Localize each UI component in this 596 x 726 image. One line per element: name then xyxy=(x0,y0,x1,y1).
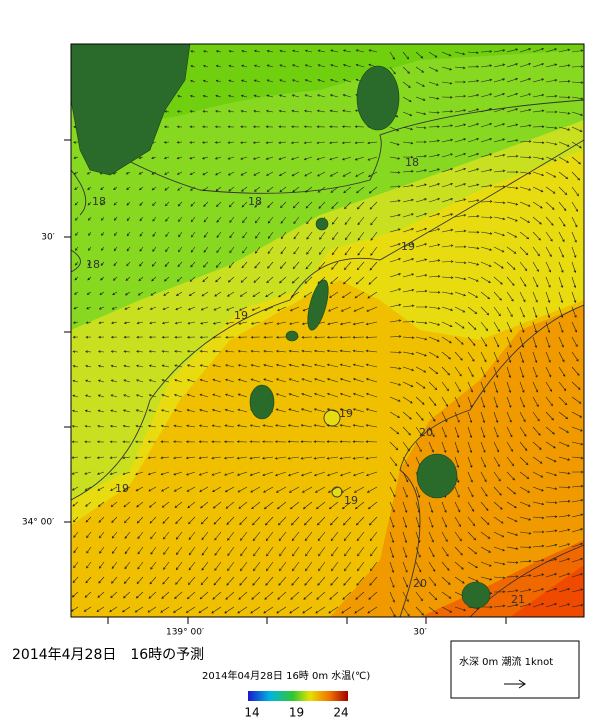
legend-box xyxy=(450,640,580,699)
colorbar-tick-label: 24 xyxy=(333,706,348,720)
map-frame xyxy=(70,43,585,618)
contour-label: 20 xyxy=(419,426,433,439)
island xyxy=(461,581,491,609)
colorbar-ticks: 14 19 24 xyxy=(244,706,348,720)
contour-label: 19 xyxy=(234,309,248,322)
contour-label: 19 xyxy=(339,407,353,420)
subtitle: 2014年04月28日 16時 0m 水温(℃) xyxy=(202,669,370,682)
contour-19 xyxy=(331,486,343,498)
contour-label: 21 xyxy=(511,593,525,606)
graticule-ticks xyxy=(64,139,507,624)
lon-label: 139° 00′ xyxy=(166,628,204,638)
contour-18 xyxy=(71,249,81,273)
contour-label: 20 xyxy=(413,577,427,590)
contour-label: 18 xyxy=(405,156,419,169)
title: 2014年4月28日 16時の予測 xyxy=(12,647,204,663)
lat-label: 30′ xyxy=(41,233,55,243)
land xyxy=(71,44,491,609)
island xyxy=(285,330,299,342)
lon-label: 30′ xyxy=(413,628,427,638)
sea-17 xyxy=(71,44,584,120)
mainland xyxy=(71,44,191,176)
map-area: 18 18 18 18 19 19 19 19 19 20 20 21 xyxy=(71,44,584,617)
island xyxy=(356,65,400,131)
island xyxy=(416,453,458,499)
contour-label: 18 xyxy=(86,258,100,271)
contour-label: 19 xyxy=(344,494,358,507)
contour-18 xyxy=(71,169,87,216)
contour-19 xyxy=(323,409,341,427)
island xyxy=(307,279,329,331)
contour-18 xyxy=(89,99,584,194)
colorbar xyxy=(248,691,348,701)
contour-label: 18 xyxy=(248,195,262,208)
island xyxy=(249,384,275,420)
legend-arrow xyxy=(504,679,526,689)
contour-19 xyxy=(71,139,584,501)
graticule-labels: 30′ 34° 00′ 139° 00′ 30′ xyxy=(22,233,427,638)
contour-label: 19 xyxy=(401,240,415,253)
contour-labels: 18 18 18 18 19 19 19 19 19 20 20 21 xyxy=(86,156,525,606)
island xyxy=(315,217,329,231)
colorbar-tick-label: 19 xyxy=(289,706,304,720)
legend-text: 水深 0m 潮流 1knot xyxy=(459,655,553,668)
lat-label: 34° 00′ xyxy=(22,518,54,528)
contour-label: 18 xyxy=(92,195,106,208)
colorbar-tick-label: 14 xyxy=(244,706,259,720)
sea-22 xyxy=(510,565,584,617)
contour-label: 19 xyxy=(115,482,129,495)
